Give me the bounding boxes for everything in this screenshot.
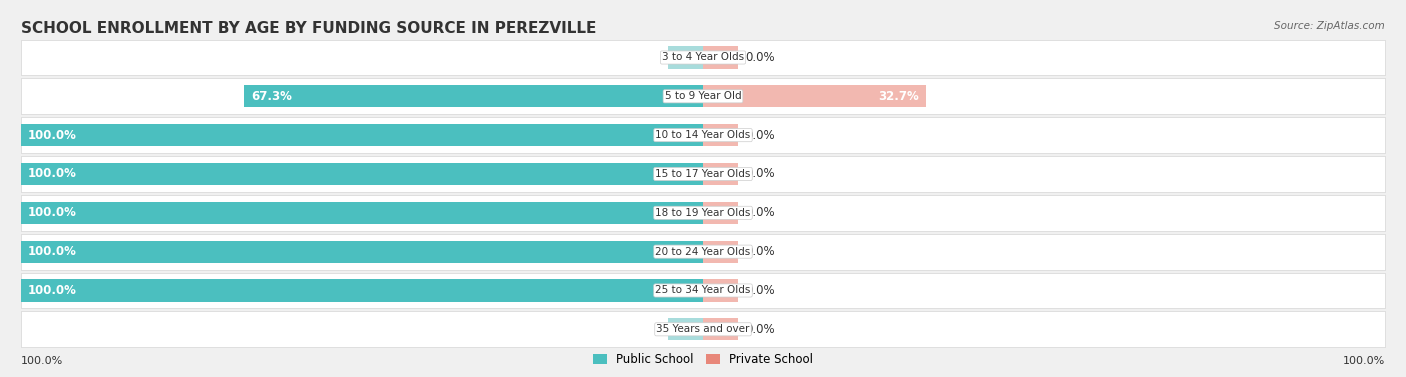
Text: 35 Years and over: 35 Years and over (657, 324, 749, 334)
Text: 67.3%: 67.3% (252, 90, 292, 103)
Bar (21, 124, 703, 146)
Text: 10 to 14 Year Olds: 10 to 14 Year Olds (655, 130, 751, 140)
Bar (668, 46, 703, 69)
Text: 0.0%: 0.0% (745, 323, 775, 336)
Text: 100.0%: 100.0% (28, 129, 77, 142)
Text: 100.0%: 100.0% (21, 356, 63, 366)
Bar (703, 279, 738, 302)
Text: 25 to 34 Year Olds: 25 to 34 Year Olds (655, 285, 751, 296)
Text: 0.0%: 0.0% (745, 167, 775, 181)
Text: 0.0%: 0.0% (662, 323, 692, 336)
Text: 0.0%: 0.0% (745, 284, 775, 297)
Bar (703, 241, 738, 263)
Bar (21, 279, 703, 302)
Bar (21, 156, 1385, 192)
Text: 0.0%: 0.0% (745, 51, 775, 64)
Bar (703, 46, 738, 69)
Text: 100.0%: 100.0% (1343, 356, 1385, 366)
Bar (668, 318, 703, 340)
Bar (703, 202, 738, 224)
Bar (703, 85, 927, 107)
Text: 0.0%: 0.0% (745, 206, 775, 219)
Text: 3 to 4 Year Olds: 3 to 4 Year Olds (662, 52, 744, 63)
Bar (21, 311, 1385, 347)
Bar (21, 202, 703, 224)
Text: 100.0%: 100.0% (28, 284, 77, 297)
Text: 18 to 19 Year Olds: 18 to 19 Year Olds (655, 208, 751, 218)
Text: 0.0%: 0.0% (745, 245, 775, 258)
Bar (245, 85, 703, 107)
Text: 100.0%: 100.0% (28, 167, 77, 181)
Bar (703, 163, 738, 185)
Legend: Public School, Private School: Public School, Private School (588, 349, 818, 371)
Bar (703, 124, 738, 146)
Bar (21, 241, 703, 263)
Text: 0.0%: 0.0% (662, 51, 692, 64)
Bar (21, 163, 703, 185)
Bar (703, 318, 738, 340)
Bar (21, 117, 1385, 153)
Text: 0.0%: 0.0% (745, 129, 775, 142)
Text: 100.0%: 100.0% (28, 206, 77, 219)
Text: 32.7%: 32.7% (879, 90, 920, 103)
Bar (21, 273, 1385, 308)
Text: 5 to 9 Year Old: 5 to 9 Year Old (665, 91, 741, 101)
Text: SCHOOL ENROLLMENT BY AGE BY FUNDING SOURCE IN PEREZVILLE: SCHOOL ENROLLMENT BY AGE BY FUNDING SOUR… (21, 21, 596, 36)
Text: 100.0%: 100.0% (28, 245, 77, 258)
Text: 15 to 17 Year Olds: 15 to 17 Year Olds (655, 169, 751, 179)
Bar (21, 234, 1385, 270)
Bar (21, 40, 1385, 75)
Bar (21, 78, 1385, 114)
Text: 20 to 24 Year Olds: 20 to 24 Year Olds (655, 247, 751, 257)
Bar (21, 195, 1385, 231)
Text: Source: ZipAtlas.com: Source: ZipAtlas.com (1274, 21, 1385, 31)
